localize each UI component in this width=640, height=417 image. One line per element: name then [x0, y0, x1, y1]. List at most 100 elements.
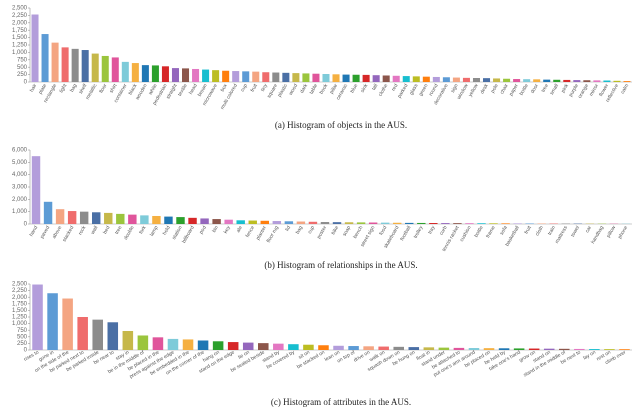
x-tick-label: head	[188, 83, 199, 96]
bar	[623, 81, 631, 82]
bar	[589, 349, 600, 350]
x-tick-label: bin	[211, 225, 220, 234]
x-tick-label: blue	[349, 83, 359, 94]
x-tick-label: bed	[102, 225, 111, 235]
bar	[227, 342, 239, 350]
bar	[493, 78, 501, 82]
x-tick-label: straight	[165, 82, 179, 100]
x-tick-label: yellow	[468, 83, 480, 98]
bar	[342, 74, 350, 82]
x-tick-label: train	[547, 225, 557, 237]
bar	[302, 73, 310, 82]
x-tick-label: paper	[508, 83, 520, 97]
y-tick-label: 1,500	[12, 35, 28, 41]
bar	[128, 214, 137, 224]
x-tick-label: lay on	[582, 349, 597, 361]
x-tick-label: bag	[69, 83, 78, 93]
bar	[442, 77, 450, 82]
bar	[498, 348, 510, 350]
x-tick-label: double	[123, 225, 136, 241]
x-tick-label: billboard	[181, 225, 196, 245]
bar	[333, 345, 344, 350]
x-tick-label: food	[378, 225, 388, 237]
x-tick-label: tree	[540, 83, 550, 94]
y-tick-label: 2,500	[12, 6, 28, 12]
bar	[104, 212, 113, 224]
x-tick-label: lid	[284, 225, 292, 233]
x-tick-label: drive on	[353, 349, 372, 363]
bar	[43, 201, 53, 224]
x-tick-label: light	[59, 82, 69, 93]
y-tick-label: 2,500	[12, 282, 28, 288]
y-tick-label: 2,000	[12, 20, 28, 26]
bar	[107, 322, 119, 350]
bar	[296, 221, 306, 224]
x-tick-label: square	[266, 83, 279, 99]
x-tick-label: white	[148, 83, 159, 96]
x-tick-label: stacked	[62, 225, 76, 243]
bar	[583, 80, 591, 82]
x-tick-label: poster	[316, 225, 328, 240]
bar	[242, 342, 254, 350]
y-tick-label: 2,000	[12, 197, 28, 203]
bar	[513, 79, 521, 82]
bar	[41, 34, 49, 82]
bar	[236, 220, 245, 224]
bar	[483, 78, 491, 82]
bar	[258, 343, 269, 350]
y-tick-label: 1,000	[12, 209, 28, 215]
y-tick-label: 1,250	[12, 315, 28, 321]
bar	[164, 216, 173, 224]
x-tick-label: clothe	[378, 83, 390, 98]
bar	[533, 79, 541, 82]
x-tick-label: bottle	[519, 83, 530, 97]
bar	[452, 77, 460, 82]
x-tick-label: floor	[98, 83, 108, 95]
bar	[563, 79, 571, 82]
bar	[368, 222, 378, 224]
y-tick-label: 250	[17, 72, 28, 78]
bar	[141, 65, 149, 82]
bar	[393, 222, 402, 224]
bar	[543, 79, 551, 82]
bar	[192, 68, 200, 82]
bar	[122, 330, 134, 350]
bar	[382, 75, 390, 82]
bar	[111, 57, 119, 82]
x-tick-label: trolley	[413, 225, 425, 240]
bar	[303, 344, 314, 350]
bar	[92, 212, 101, 224]
x-tick-label: tree	[114, 225, 124, 236]
bar	[260, 220, 269, 224]
x-tick-label: bag	[295, 225, 304, 235]
bar	[320, 222, 330, 224]
bar	[559, 348, 570, 350]
x-tick-label: small	[549, 83, 560, 96]
bar	[423, 347, 435, 350]
x-tick-label: towel	[570, 225, 581, 238]
bar	[140, 215, 149, 224]
bar	[402, 76, 410, 82]
bar	[344, 222, 354, 224]
x-tick-label: pod	[198, 225, 207, 235]
bar	[176, 217, 185, 224]
y-tick-label: 1,250	[12, 43, 28, 49]
bar	[77, 317, 88, 350]
bar	[167, 338, 179, 350]
y-tick-label: 2,250	[12, 13, 28, 19]
bar	[513, 348, 525, 350]
bar	[441, 223, 450, 224]
x-tick-label: ale	[235, 225, 244, 234]
bar	[121, 61, 129, 82]
bar	[405, 222, 414, 224]
bar	[248, 220, 257, 224]
bar	[232, 71, 240, 82]
x-tick-label: plastic	[277, 83, 290, 99]
bar	[503, 78, 511, 82]
bar	[408, 347, 420, 350]
bar	[212, 70, 220, 82]
bar	[462, 77, 470, 82]
bar	[152, 215, 161, 224]
bar	[81, 50, 89, 82]
bar	[393, 346, 404, 350]
